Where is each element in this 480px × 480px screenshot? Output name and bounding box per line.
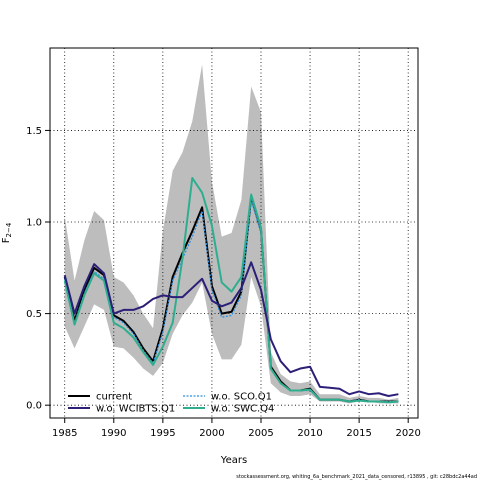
legend-label-1: w.o. WCIBTS.Q1 (96, 404, 175, 415)
x-tick-label: 1985 (52, 428, 77, 439)
grid-layer (50, 48, 418, 418)
confidence-band-layer (64, 64, 399, 404)
y-axis-title-subscript: 2−4 (5, 222, 13, 237)
y-axis-title-main: F (1, 237, 12, 243)
series-line-1 (63, 261, 399, 398)
x-axis: 1985 1990 1995 2000 2005 2010 2015 2020 (52, 418, 421, 439)
y-axis-title: F2−4 (1, 222, 13, 243)
series-layer (63, 177, 399, 404)
plot-frame (49, 47, 419, 419)
y-tick-label: 0.5 (26, 309, 42, 320)
confidence-band (64, 64, 399, 404)
x-tick-label: 2020 (395, 428, 420, 439)
x-tick-label: 1995 (150, 428, 175, 439)
x-axis-title: Years (220, 455, 247, 466)
legend-label-3: w.o. SWC.Q4 (211, 404, 274, 415)
footer-credit: stockassessment.org, whiting_6a_benchmar… (236, 474, 477, 480)
y-axis: 0.0 0.5 1.0 1.5 (26, 126, 50, 412)
series-line-3 (63, 177, 399, 404)
legend-label-2: w.o. SCO.Q1 (211, 392, 272, 403)
x-tick-label: 2005 (248, 428, 273, 439)
legend-label-0: current (96, 392, 132, 403)
y-tick-label: 1.5 (26, 126, 42, 137)
x-tick-label: 2000 (199, 428, 224, 439)
y-tick-label: 0.0 (26, 401, 42, 412)
x-tick-label: 2010 (297, 428, 322, 439)
x-tick-label: 2015 (346, 428, 371, 439)
series-line-2 (64, 199, 399, 403)
x-tick-label: 1990 (101, 428, 126, 439)
y-tick-label: 1.0 (26, 218, 42, 229)
